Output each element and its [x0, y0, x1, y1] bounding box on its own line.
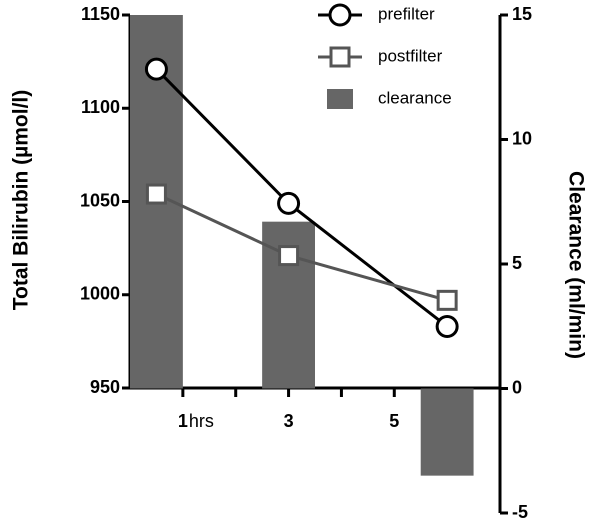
y2-tick-label: 5 [512, 253, 522, 273]
marker [277, 191, 301, 215]
y-tick-label: 950 [90, 377, 120, 397]
y-tick-label: 1050 [80, 190, 120, 210]
marker [436, 289, 458, 311]
x-axis-label: hrs [189, 411, 214, 431]
x-tick-label: 3 [284, 411, 294, 431]
x-tick-label: 1 [178, 411, 188, 431]
y2-tick-label: -5 [512, 502, 528, 522]
y-tick-label: 1100 [81, 97, 120, 117]
y-tick-label: 1150 [81, 4, 120, 24]
marker [328, 3, 352, 27]
legend-swatch [327, 89, 353, 109]
y2-tick-label: 10 [512, 128, 532, 148]
x-tick-label: 5 [389, 411, 399, 431]
marker [329, 46, 351, 68]
legend-text: clearance [378, 88, 452, 107]
y2-axis-label: Clearance (ml/min) [564, 171, 587, 359]
marker [145, 183, 167, 205]
y-axis-label: Total Bilirubin (µmol/l) [10, 90, 33, 311]
marker [144, 57, 168, 81]
legend-text: postfilter [378, 46, 443, 65]
y2-tick-label: 0 [512, 377, 522, 397]
marker [435, 314, 459, 338]
bar [420, 388, 474, 476]
y2-tick-label: 15 [512, 4, 532, 24]
y-tick-label: 1000 [80, 284, 120, 304]
marker [278, 245, 300, 267]
legend-text: prefilter [378, 4, 435, 23]
